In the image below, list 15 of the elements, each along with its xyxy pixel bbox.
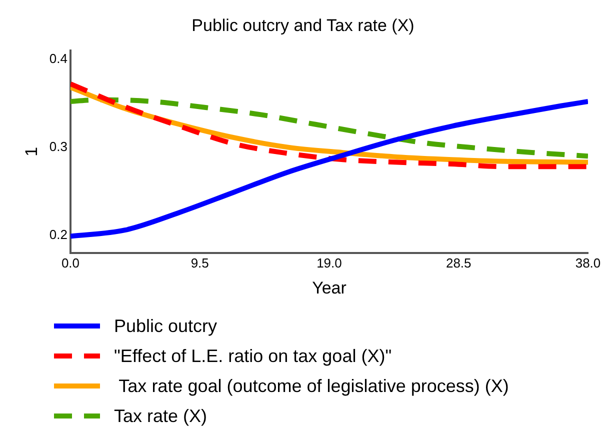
- legend-label: "Effect of L.E. ratio on tax goal (X)": [114, 346, 392, 366]
- y-tick-label: 0.4: [49, 50, 68, 66]
- chart-title: Public outcry and Tax rate (X): [192, 16, 414, 35]
- x-tick-label: 38.0: [575, 255, 601, 270]
- legend-label: Tax rate (X): [114, 406, 208, 426]
- x-axis-title: Year: [312, 278, 347, 298]
- x-tick-label: 9.5: [190, 255, 209, 270]
- legend-label: Tax rate goal (outcome of legislative process) (X): [118, 376, 509, 396]
- x-tick-label: 0.0: [61, 255, 80, 270]
- x-tick-label: 28.5: [446, 255, 472, 270]
- y-axis-title: 1: [22, 146, 41, 156]
- x-tick-label: 19.0: [316, 255, 342, 270]
- y-tick-label: 0.3: [49, 138, 68, 154]
- y-tick-label: 0.2: [49, 226, 68, 242]
- legend-label: Public outcry: [114, 316, 218, 336]
